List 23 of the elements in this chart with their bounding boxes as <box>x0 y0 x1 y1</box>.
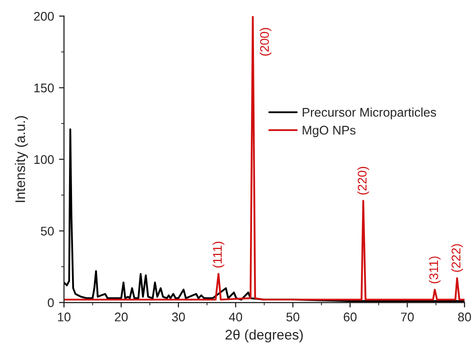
x-tick-label: 70 <box>400 312 414 322</box>
annotation: (220) <box>357 166 370 195</box>
y-tick-label: 150 <box>34 84 54 92</box>
x-tick-label: 10 <box>58 312 70 322</box>
x-tick-label: 80 <box>458 312 471 322</box>
x-tick-label: 40 <box>228 312 242 322</box>
legend-label: Precursor Microparticles <box>302 108 436 120</box>
y-tick-label: 200 <box>34 12 54 21</box>
x-axis-title: 2θ (degrees) <box>226 329 303 342</box>
y-tick-label: 50 <box>40 226 54 236</box>
y-tick-label: 100 <box>34 155 54 164</box>
x-tick-label: 50 <box>286 312 300 322</box>
y-tick-label: 0 <box>48 298 54 308</box>
annotation: (200) <box>260 28 272 56</box>
legend-label: MgO NPs <box>302 126 356 138</box>
annotation: (222) <box>451 244 463 272</box>
x-tick-label: 60 <box>344 312 357 322</box>
annotation: (111) <box>212 242 224 268</box>
x-tick-label: 30 <box>172 312 185 322</box>
x-tick-label: 20 <box>114 312 128 322</box>
line-series <box>64 16 465 301</box>
y-axis-title: Intensity (a.u.) <box>14 116 28 202</box>
annotation: (311) <box>428 256 441 284</box>
